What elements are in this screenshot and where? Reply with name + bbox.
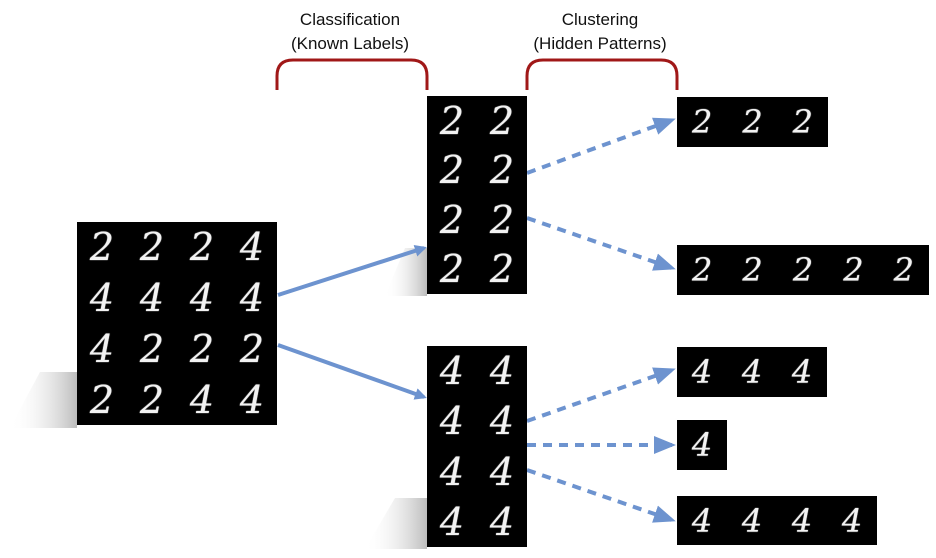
- handwritten-digit: 4: [239, 225, 265, 270]
- classification-bracket: [275, 58, 429, 90]
- handwritten-digit: 4: [439, 349, 465, 394]
- clustering-bracket: [525, 58, 679, 90]
- handwritten-digit: 2: [691, 103, 713, 141]
- handwritten-digit: 4: [89, 276, 115, 321]
- handwritten-digit: 2: [439, 98, 465, 143]
- handwritten-digit: 4: [841, 501, 863, 540]
- handwritten-digit: 4: [691, 353, 713, 391]
- clustering-subtitle: (Hidden Patterns): [533, 34, 667, 53]
- handwritten-digit: 2: [439, 247, 465, 292]
- handwritten-digit: 2: [489, 197, 515, 242]
- handwritten-digit: 2: [692, 251, 713, 289]
- clustering-label: Clustering (Hidden Patterns): [500, 8, 700, 56]
- handwritten-digit: 4: [189, 276, 215, 321]
- handwritten-digit: 4: [439, 399, 465, 444]
- handwritten-digit: 2: [742, 103, 763, 141]
- arrow-input-to-class-2: [277, 245, 427, 297]
- handwritten-digit: 4: [741, 353, 763, 391]
- handwritten-digit: 2: [893, 251, 914, 289]
- handwritten-digit: 4: [741, 501, 763, 540]
- handwritten-digit: 2: [439, 148, 465, 193]
- class-2-panel-shadow: [385, 248, 427, 296]
- arrow-class-2-to-cluster-2b: [526, 216, 676, 271]
- handwritten-digit: 2: [139, 326, 165, 371]
- handwritten-digit: 4: [489, 399, 515, 444]
- handwritten-digit: 2: [239, 326, 265, 371]
- handwritten-digit: 4: [489, 449, 515, 494]
- input-panel-shadow: [10, 372, 77, 428]
- handwritten-digit: 2: [89, 377, 115, 422]
- class-4-panel-shadow: [365, 498, 427, 549]
- handwritten-digit: 2: [189, 225, 215, 270]
- arrow-input-to-class-4: [277, 343, 427, 400]
- classification-title: Classification: [299, 10, 401, 29]
- handwritten-digit: 2: [139, 377, 165, 422]
- handwritten-digit: 4: [489, 349, 515, 394]
- handwritten-digit: 2: [792, 251, 814, 289]
- handwritten-digit: 2: [489, 98, 515, 143]
- handwritten-digit: 4: [791, 501, 813, 540]
- handwritten-digit: 2: [89, 225, 115, 270]
- classification-subtitle: (Known Labels): [290, 34, 410, 53]
- handwritten-digit: 4: [691, 426, 713, 464]
- arrow-class-2-to-cluster-2a: [526, 117, 676, 175]
- handwritten-digit: 2: [189, 326, 215, 371]
- classification-label: Classification (Known Labels): [250, 8, 450, 56]
- arrow-class-4-to-cluster-4a: [526, 367, 676, 423]
- handwritten-digit: 2: [843, 251, 864, 289]
- handwritten-digit: 4: [239, 377, 265, 422]
- handwritten-digit: 2: [489, 247, 515, 292]
- handwritten-digit: 4: [439, 499, 465, 544]
- handwritten-digit: 4: [139, 276, 165, 321]
- handwritten-digit: 4: [691, 501, 713, 540]
- handwritten-digit: 2: [439, 197, 465, 242]
- arrow-class-4-to-cluster-4c: [526, 468, 676, 523]
- handwritten-digit: 4: [791, 353, 813, 391]
- handwritten-digit: 4: [89, 326, 115, 371]
- handwritten-digit: 2: [792, 103, 813, 141]
- handwritten-digit: 2: [742, 251, 763, 289]
- handwritten-digit: 4: [439, 449, 465, 494]
- handwritten-digit: 2: [489, 148, 515, 193]
- handwritten-digit: 4: [489, 499, 515, 544]
- handwritten-digit: 4: [189, 377, 215, 422]
- handwritten-digit: 4: [239, 276, 265, 321]
- cluster-4b-digits-panel: 4: [677, 420, 727, 470]
- clustering-title: Clustering: [561, 10, 639, 29]
- handwritten-digit: 2: [139, 225, 165, 270]
